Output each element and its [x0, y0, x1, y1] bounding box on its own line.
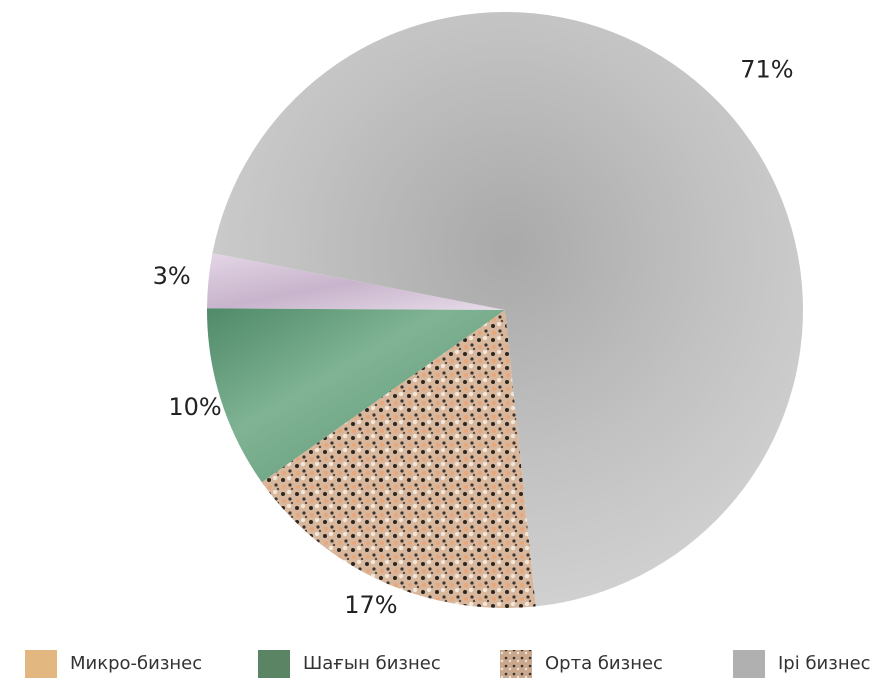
- data-label: 10%: [168, 393, 221, 421]
- legend-swatch: [258, 650, 290, 678]
- legend-label: Микро-бизнес: [70, 653, 202, 674]
- legend-swatch: [500, 650, 532, 678]
- legend-label: Шағын бизнес: [303, 653, 441, 674]
- pie-slice: [261, 310, 536, 608]
- legend-label: Ірі бизнес: [778, 653, 871, 674]
- pie-slice: [207, 253, 505, 310]
- pie-slice: [212, 11, 803, 607]
- legend-swatch: [733, 650, 765, 678]
- legend-label: Орта бизнес: [545, 653, 663, 674]
- data-label: 17%: [344, 591, 397, 619]
- data-label: 3%: [153, 262, 191, 290]
- pie-slice: [207, 308, 505, 483]
- legend-swatch: [25, 650, 57, 678]
- data-label: 71%: [740, 55, 793, 83]
